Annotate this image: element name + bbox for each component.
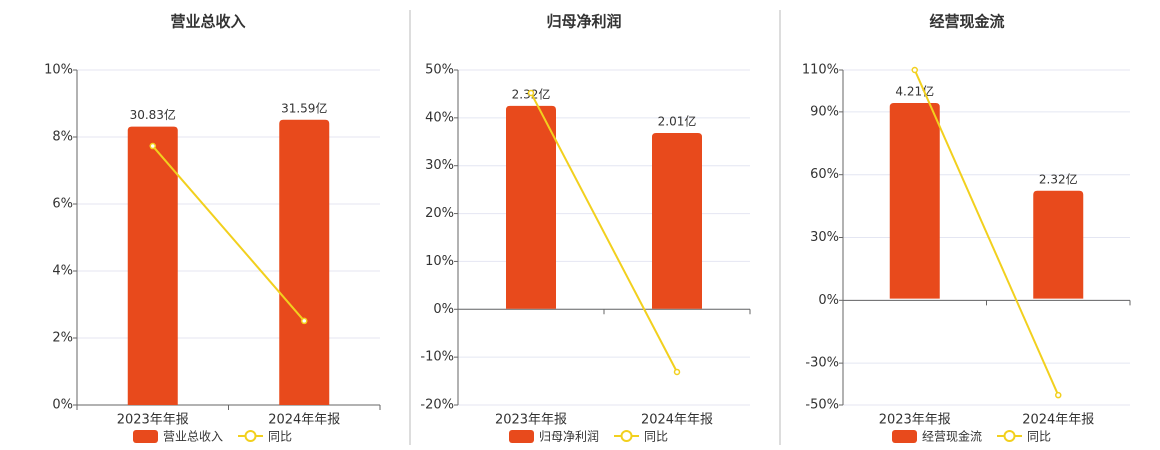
- chart-title: 经营现金流: [929, 13, 1004, 31]
- legend-swatch: [133, 430, 158, 443]
- y-tick-label: 40%: [425, 110, 454, 125]
- legend-label: 经营现金流: [922, 429, 982, 444]
- line: [151, 145, 306, 322]
- chart-title: 营业总收入: [170, 13, 245, 31]
- legend-label: 同比: [644, 430, 668, 444]
- legend-swatch: [509, 430, 534, 443]
- chart-title: 归母净利润: [546, 13, 621, 31]
- y-tick-label: -10%: [420, 350, 454, 365]
- bar: [889, 102, 940, 299]
- y-tick-label: 30%: [810, 230, 839, 245]
- y-tick-label: -30%: [805, 356, 839, 371]
- x-tick-label: 2024年年报: [1022, 413, 1094, 428]
- line-point: [301, 317, 308, 325]
- x-tick-label: 2023年年报: [117, 413, 189, 428]
- line-point: [911, 66, 918, 74]
- line-point: [527, 89, 535, 97]
- y-tick-label: 6%: [52, 197, 73, 212]
- y-tick-label: -50%: [805, 398, 839, 413]
- y-tick-label: 10%: [44, 63, 73, 78]
- bar: [1033, 190, 1084, 299]
- data-label: 30.83亿: [130, 107, 176, 122]
- y-tick-label: 30%: [425, 158, 454, 173]
- y-tick-label: 60%: [810, 167, 839, 182]
- data-label: 2.01亿: [658, 113, 697, 128]
- legend-label: 归母净利润: [539, 430, 599, 444]
- bar: [506, 105, 556, 309]
- x-tick-label: 2023年年报: [495, 413, 567, 428]
- line-point: [673, 368, 681, 376]
- data-label: 4.21亿: [895, 83, 934, 98]
- line-point: [149, 142, 156, 150]
- y-tick-label: 2%: [52, 331, 73, 346]
- y-tick-label: 0%: [52, 398, 73, 413]
- y-tick-label: 50%: [425, 63, 454, 78]
- y-tick-label: 90%: [810, 104, 839, 119]
- legend-swatch: [244, 430, 257, 442]
- legend-label: 同比: [268, 430, 292, 444]
- legend-label: 同比: [1027, 430, 1051, 444]
- y-tick-label: -20%: [420, 398, 454, 413]
- line-point: [1055, 391, 1062, 399]
- legend-label: 营业总收入: [163, 430, 223, 444]
- y-tick-label: 0%: [433, 302, 454, 317]
- y-tick-label: 110%: [802, 63, 839, 78]
- legend-swatch: [892, 430, 917, 443]
- y-tick-label: 20%: [425, 206, 454, 221]
- data-label: 2.32亿: [1039, 171, 1078, 186]
- x-tick-label: 2024年年报: [268, 413, 340, 428]
- x-tick-label: 2024年年报: [641, 413, 713, 428]
- y-tick-label: 0%: [818, 293, 839, 308]
- y-tick-label: 4%: [52, 264, 73, 279]
- legend-swatch: [1003, 430, 1016, 442]
- y-tick-label: 8%: [52, 130, 73, 145]
- x-tick-label: 2023年年报: [879, 413, 951, 428]
- line: [530, 92, 678, 373]
- data-label: 31.59亿: [281, 100, 327, 115]
- bar: [127, 126, 178, 405]
- legend-swatch: [620, 430, 633, 442]
- y-tick-label: 10%: [425, 254, 454, 269]
- bar: [652, 132, 702, 309]
- bar: [279, 119, 330, 406]
- line: [913, 69, 1060, 396]
